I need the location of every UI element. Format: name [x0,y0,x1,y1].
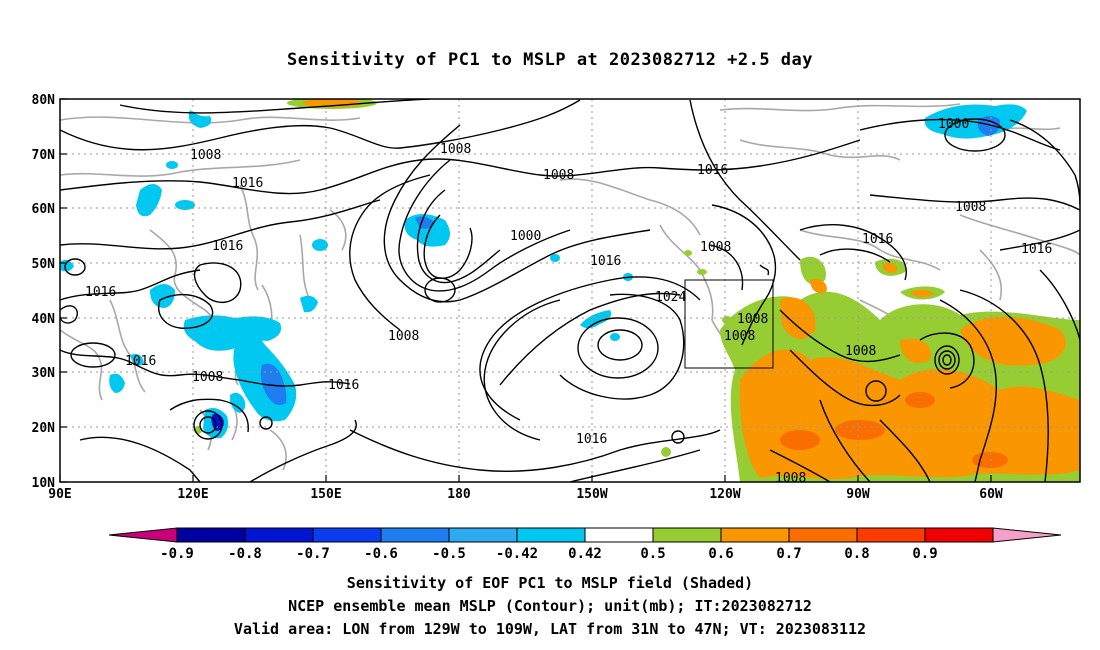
gridlines [60,99,1080,482]
map-frame [59,98,1081,483]
lon-tick-label: 150W [576,487,607,502]
lon-tick-label: 180 [447,487,471,502]
contour-label: 1016 [232,176,263,191]
colorbar-segment [720,527,790,543]
contour-label: 1008 [700,240,731,255]
colorbar-label: -0.42 [496,546,538,562]
colorbar-label: 0.9 [912,546,937,562]
lat-tick-label: 70N [32,148,56,163]
lon-tick-label: 120E [177,487,208,502]
contour-label: 1024 [655,290,686,305]
contour-label: 1016 [590,254,621,269]
longitude-labels: 90E 120E 150E 180 150W 120W 90W 60W [48,487,1003,502]
contour-label: 1000 [510,229,541,244]
colorbar-segment [584,527,654,543]
contour-label: 1008 [955,200,986,215]
lat-tick-label: 40N [32,312,56,327]
colorbar-label: 0.6 [708,546,733,562]
colorbar-segment [380,527,450,543]
lat-tick-label: 10N [32,476,56,491]
lat-tick-label: 50N [32,257,56,272]
colorbar-segment [652,527,722,543]
contour-label: 1008 [845,344,876,359]
caption-line-3: Valid area: LON from 129W to 109W, LAT f… [233,620,867,638]
colorbar-label: 0.7 [776,546,801,562]
lon-tick-label: 90E [48,487,71,502]
axis-ticks [59,98,992,483]
contour-label: 1008 [724,329,755,344]
colorbar-segment [244,527,314,543]
colorbar-label: -0.9 [160,546,194,562]
contour-label: 1016 [212,239,243,254]
valid-area-box [684,279,774,369]
colorbar-segment [176,527,246,543]
contour-label: 1008 [190,148,221,163]
contour-label: 1008 [192,370,223,385]
colorbar-segment [516,527,586,543]
colorbar: -0.9 -0.8 -0.7 -0.6 -0.5 -0.42 0.42 0.5 0.6 0.7 0.… [108,527,1062,562]
contour-label: 1016 [125,354,156,369]
lat-tick-label: 60N [32,202,56,217]
lon-tick-label: 150E [310,487,341,502]
lon-tick-label: 90W [846,487,870,502]
contour-label: 1016 [576,432,607,447]
contour-label: 1008 [440,142,471,157]
colorbar-segment [788,527,858,543]
lat-tick-label: 30N [32,366,56,381]
caption-line-2: NCEP ensemble mean MSLP (Contour); unit(… [288,597,812,615]
contour-label: 1008 [775,471,806,486]
contour-label: 1016 [328,378,359,393]
latitude-labels: 80N 70N 60N 50N 40N 30N 20N 10N [32,93,56,491]
negative-sensitivity-shading [60,99,1027,439]
colorbar-segment [924,527,994,543]
colorbar-label: -0.8 [228,546,262,562]
contour-label: 1016 [85,285,116,300]
lon-tick-label: 60W [979,487,1003,502]
chart-title: Sensitivity of PC1 to MSLP at 2023082712… [286,50,813,70]
colorbar-label: -0.6 [364,546,398,562]
colorbar-label: 0.5 [640,546,665,562]
contour-label: 1008 [388,329,419,344]
colorbar-label: 0.8 [844,546,869,562]
caption-line-1: Sensitivity of EOF PC1 to MSLP field (Sh… [346,574,754,592]
colorbar-end-left [108,527,178,543]
colorbar-end-right [992,527,1062,543]
colorbar-segment [448,527,518,543]
colorbar-label: 0.42 [568,546,602,562]
lat-tick-label: 20N [32,421,56,436]
lat-tick-label: 80N [32,93,56,108]
colorbar-label: -0.7 [296,546,330,562]
contour-label: 1008 [737,312,768,327]
contour-label: 1016 [1021,242,1052,257]
colorbar-label: -0.5 [432,546,466,562]
lon-tick-label: 120W [709,487,740,502]
contour-label: 1008 [543,168,574,183]
contour-label: 1000 [938,117,969,132]
contour-label: 1016 [697,163,728,178]
contour-label: 1016 [862,232,893,247]
colorbar-segment [312,527,382,543]
mslp-contours [60,99,1080,482]
colorbar-segment [856,527,926,543]
contour-labels: 1008 1008 1016 1008 1016 1000 1008 1016 … [85,117,1052,486]
